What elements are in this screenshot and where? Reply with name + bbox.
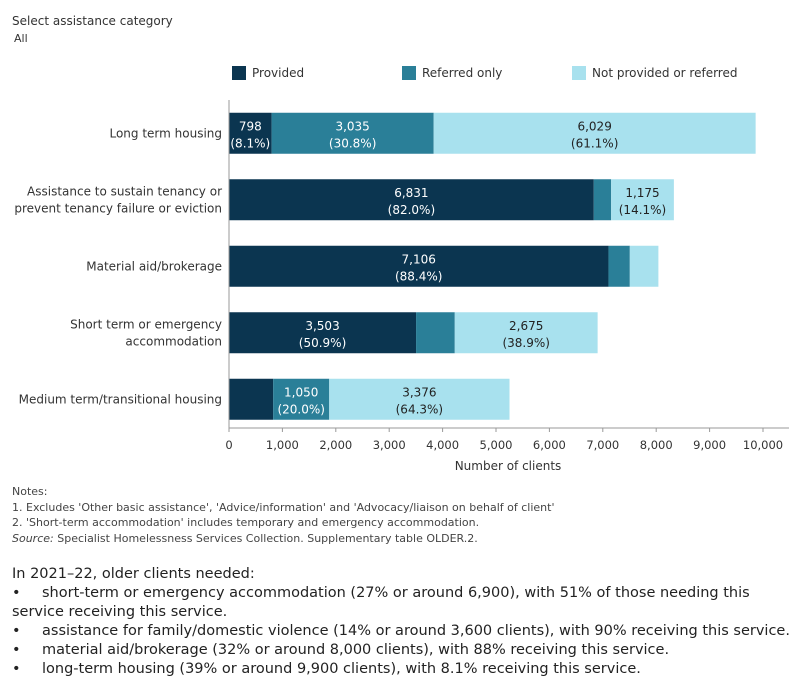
stacked-bar-chart: Long term housing 798 (8.1%) 3,035 (30.8%) 6,… xyxy=(14,100,789,473)
data-label: (50.9%) xyxy=(299,336,346,350)
x-tick-label: 9,000 xyxy=(693,438,726,452)
x-tick-label: 6,000 xyxy=(533,438,566,452)
filter-label: Select assistance category xyxy=(12,14,173,28)
bar-segment-not-provided xyxy=(611,179,674,221)
data-label: (64.3%) xyxy=(396,402,443,416)
x-tick-label: 3,000 xyxy=(373,438,406,452)
filter-dropdown[interactable]: All xyxy=(14,32,28,45)
category-label: Short term or emergency xyxy=(70,317,222,331)
summary-list: short-term or emergency accommodation (2… xyxy=(12,584,792,679)
category-label: Long term housing xyxy=(109,126,222,140)
x-axis-title: Number of clients xyxy=(455,459,562,473)
data-label: (14.1%) xyxy=(619,203,666,217)
legend: Provided Referred only Not provided or r… xyxy=(0,66,800,84)
x-tick-label: 1,000 xyxy=(266,438,299,452)
legend-label-provided: Provided xyxy=(252,66,305,80)
summary: In 2021–22, older clients needed: short-… xyxy=(12,565,792,679)
data-label: 1,050 xyxy=(284,385,318,399)
legend-swatch-referred xyxy=(402,66,416,80)
legend-item-not-provided: Not provided or referred xyxy=(572,66,737,80)
notes-title: Notes: xyxy=(12,485,48,498)
data-label: (30.8%) xyxy=(329,136,376,150)
legend-item-provided: Provided xyxy=(232,66,304,80)
data-label: 3,035 xyxy=(335,119,369,133)
data-label: 2,675 xyxy=(509,319,543,333)
data-label: 6,831 xyxy=(394,186,428,200)
summary-intro: In 2021–22, older clients needed: xyxy=(12,566,255,582)
bar-segment-referred xyxy=(416,312,455,354)
bar-segment-referred xyxy=(608,245,630,287)
data-label: 6,029 xyxy=(577,119,611,133)
summary-bullet: short-term or emergency accommodation (2… xyxy=(12,584,792,622)
data-label: 1,175 xyxy=(625,186,659,200)
legend-swatch-not-provided xyxy=(572,66,586,80)
summary-bullet: material aid/brokerage (32% or around 8,… xyxy=(12,641,792,660)
bar-segment-referred xyxy=(271,112,434,154)
summary-bullet: long-term housing (39% or around 9,900 c… xyxy=(12,660,792,679)
bar-segment-not-provided xyxy=(329,378,510,420)
data-label: 3,503 xyxy=(305,319,339,333)
legend-swatch-provided xyxy=(232,66,246,80)
x-tick-label: 4,000 xyxy=(426,438,459,452)
bar-segment-not-provided xyxy=(629,245,659,287)
bar-segment-not-provided xyxy=(433,112,756,154)
data-label: (38.9%) xyxy=(502,336,549,350)
bar-segment-provided xyxy=(229,179,594,221)
summary-bullet: assistance for family/domestic violence … xyxy=(12,622,792,641)
x-tick-label: 2,000 xyxy=(319,438,352,452)
category-label: Medium term/transitional housing xyxy=(19,392,222,406)
category-label: prevent tenancy failure or eviction xyxy=(14,201,222,215)
bar-segment-referred xyxy=(593,179,612,221)
data-label: 7,106 xyxy=(402,252,436,266)
bar-segment-provided xyxy=(229,312,417,354)
data-label: (88.4%) xyxy=(395,269,442,283)
data-label: 798 xyxy=(239,119,262,133)
category-label: accommodation xyxy=(125,334,222,348)
legend-label-referred: Referred only xyxy=(422,66,503,80)
data-label: (61.1%) xyxy=(571,136,618,150)
source-label: Source: xyxy=(12,531,54,545)
category-label: Material aid/brokerage xyxy=(86,259,222,273)
data-label: (20.0%) xyxy=(277,402,324,416)
x-tick-label: 8,000 xyxy=(640,438,673,452)
data-label: 3,376 xyxy=(402,385,436,399)
bar-segment-referred xyxy=(273,378,330,420)
bar-segment-provided xyxy=(229,245,609,287)
data-label: (82.0%) xyxy=(388,203,435,217)
x-tick-label: 0 xyxy=(225,438,232,452)
bar-segment-provided xyxy=(229,112,272,154)
notes: Notes: 1. Excludes 'Other basic assistan… xyxy=(12,484,554,546)
source-text: Specialist Homelessness Services Collect… xyxy=(53,531,478,545)
note-1: 1. Excludes 'Other basic assistance', 'A… xyxy=(12,500,555,514)
x-tick-label: 5,000 xyxy=(480,438,513,452)
x-tick-label: 10,000 xyxy=(743,438,783,452)
legend-item-referred: Referred only xyxy=(402,66,502,80)
x-tick-label: 7,000 xyxy=(586,438,619,452)
category-label: Assistance to sustain tenancy or xyxy=(27,184,222,198)
note-2: 2. 'Short-term accommodation' includes t… xyxy=(12,516,480,529)
bar-segment-not-provided xyxy=(454,312,598,354)
legend-label-not-provided: Not provided or referred xyxy=(592,66,738,80)
source-note: Source: Specialist Homelessness Services… xyxy=(12,531,554,547)
bar-segment-provided xyxy=(229,378,274,420)
data-label: (8.1%) xyxy=(230,136,270,150)
